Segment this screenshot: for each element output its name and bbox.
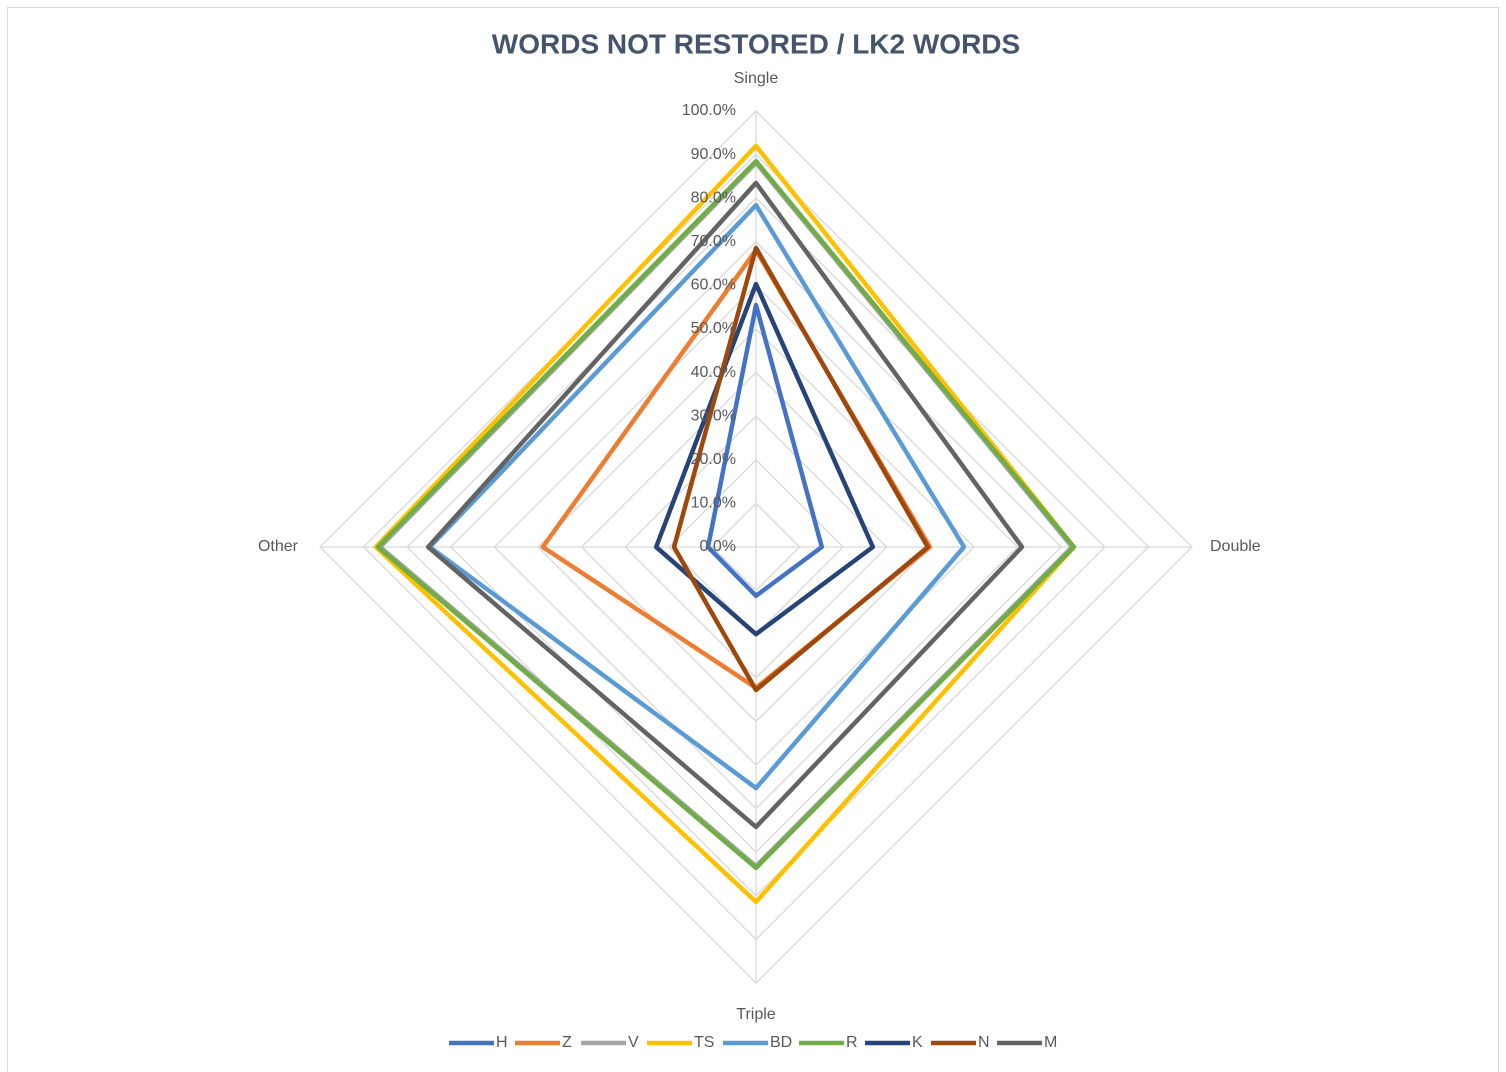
legend-label: V bbox=[628, 1034, 639, 1051]
axis-label: Other bbox=[258, 538, 299, 555]
tick-label: 20.0% bbox=[691, 451, 736, 468]
tick-label: 60.0% bbox=[691, 277, 736, 294]
axis-label: Triple bbox=[736, 1006, 776, 1023]
tick-label: 90.0% bbox=[691, 146, 736, 163]
tick-label: 10.0% bbox=[691, 495, 736, 512]
tick-label: 40.0% bbox=[691, 364, 736, 381]
legend-label: M bbox=[1044, 1034, 1057, 1051]
legend-label: H bbox=[496, 1034, 508, 1051]
series-line bbox=[427, 202, 967, 791]
series-line bbox=[705, 302, 825, 599]
series-line bbox=[375, 158, 1077, 871]
series-line bbox=[373, 143, 1077, 905]
legend-label: Z bbox=[562, 1034, 572, 1051]
legend-label: N bbox=[978, 1034, 990, 1051]
legend-label: K bbox=[912, 1034, 923, 1051]
tick-label: 70.0% bbox=[691, 233, 736, 250]
legend-label: BD bbox=[770, 1034, 792, 1051]
legend-label: R bbox=[846, 1034, 858, 1051]
tick-label: 30.0% bbox=[691, 407, 736, 424]
tick-label: 50.0% bbox=[691, 320, 736, 337]
tick-label: 80.0% bbox=[691, 189, 736, 206]
series-line bbox=[653, 281, 876, 637]
tick-label: 0.0% bbox=[700, 538, 736, 555]
tick-label: 100.0% bbox=[682, 102, 736, 119]
series-line bbox=[671, 245, 931, 693]
chart-title: WORDS NOT RESTORED / LK2 WORDS bbox=[492, 28, 1020, 59]
axis-label: Single bbox=[734, 70, 779, 87]
axis-label: Double bbox=[1210, 538, 1261, 555]
legend-label: TS bbox=[694, 1034, 714, 1051]
series-line bbox=[425, 180, 1025, 830]
